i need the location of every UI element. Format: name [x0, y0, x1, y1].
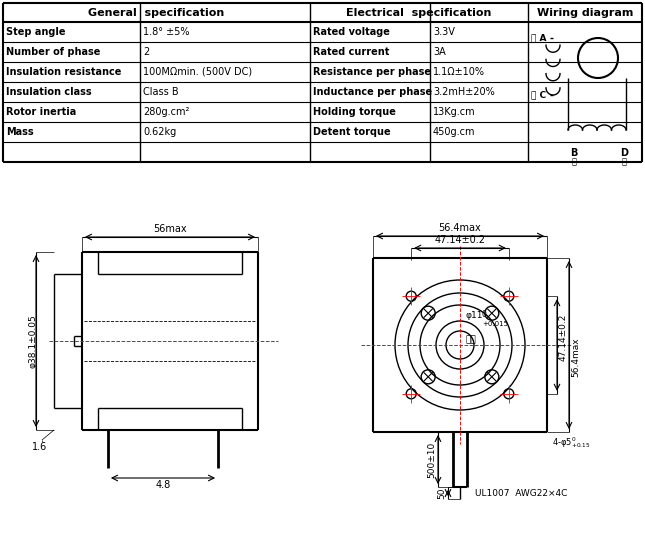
Text: 450g.cm: 450g.cm	[433, 127, 475, 137]
Text: Insulation resistance: Insulation resistance	[6, 67, 121, 77]
Text: Holding torque: Holding torque	[313, 107, 396, 117]
Text: Rotor inertia: Rotor inertia	[6, 107, 76, 117]
Text: Inductance per phase: Inductance per phase	[313, 87, 432, 97]
Text: 4-φ5$^{0}_{+0.15}$: 4-φ5$^{0}_{+0.15}$	[552, 435, 591, 450]
Text: Insulation class: Insulation class	[6, 87, 92, 97]
Text: Number of phase: Number of phase	[6, 47, 101, 57]
Text: Rated voltage: Rated voltage	[313, 27, 390, 37]
Text: General  specification: General specification	[88, 7, 224, 17]
Text: 3A: 3A	[433, 47, 446, 57]
Text: 3.3V: 3.3V	[433, 27, 455, 37]
Text: 2: 2	[143, 47, 149, 57]
Text: 黑 A: 黑 A	[531, 34, 546, 43]
Text: 13Kg.cm: 13Kg.cm	[433, 107, 475, 117]
Text: Detent torque: Detent torque	[313, 127, 391, 137]
Text: 56.4max: 56.4max	[439, 223, 481, 233]
Text: 100MΩmin. (500V DC): 100MΩmin. (500V DC)	[143, 67, 252, 77]
Text: Class B: Class B	[143, 87, 179, 97]
Text: 蓝: 蓝	[622, 157, 626, 166]
Text: Electrical  specification: Electrical specification	[346, 7, 491, 17]
Text: φ38.1±0.05: φ38.1±0.05	[28, 314, 37, 368]
Text: Resistance per phase: Resistance per phase	[313, 67, 431, 77]
Text: UL1007  AWG22×4C: UL1007 AWG22×4C	[475, 488, 568, 497]
Text: 3.2mH±20%: 3.2mH±20%	[433, 87, 495, 97]
Text: 56.4max: 56.4max	[571, 337, 580, 377]
Text: 500±10: 500±10	[427, 441, 436, 478]
Text: +0.015: +0.015	[482, 321, 508, 327]
Text: φ11: φ11	[465, 311, 482, 320]
Text: B: B	[570, 148, 578, 158]
Text: Mass: Mass	[6, 127, 34, 137]
Text: 1.6: 1.6	[32, 442, 48, 452]
Text: 红: 红	[571, 157, 577, 166]
Text: Rated current: Rated current	[313, 47, 390, 57]
Text: Wiring diagram: Wiring diagram	[537, 7, 633, 17]
Text: 47.14±0.2: 47.14±0.2	[435, 235, 486, 245]
Text: 50: 50	[437, 487, 446, 499]
Text: 56max: 56max	[154, 224, 187, 234]
Text: 47.14±0.2: 47.14±0.2	[559, 313, 568, 361]
Text: D: D	[620, 148, 628, 158]
Text: 0.62kg: 0.62kg	[143, 127, 176, 137]
Text: 0: 0	[482, 310, 487, 319]
Text: 绿 C: 绿 C	[531, 91, 546, 100]
Text: Step angle: Step angle	[6, 27, 66, 37]
Text: 4.8: 4.8	[155, 480, 171, 490]
Text: 1.1Ω±10%: 1.1Ω±10%	[433, 67, 485, 77]
Text: 1.8° ±5%: 1.8° ±5%	[143, 27, 190, 37]
Text: 280g.cm²: 280g.cm²	[143, 107, 190, 117]
Text: 贯通: 贯通	[465, 335, 476, 344]
